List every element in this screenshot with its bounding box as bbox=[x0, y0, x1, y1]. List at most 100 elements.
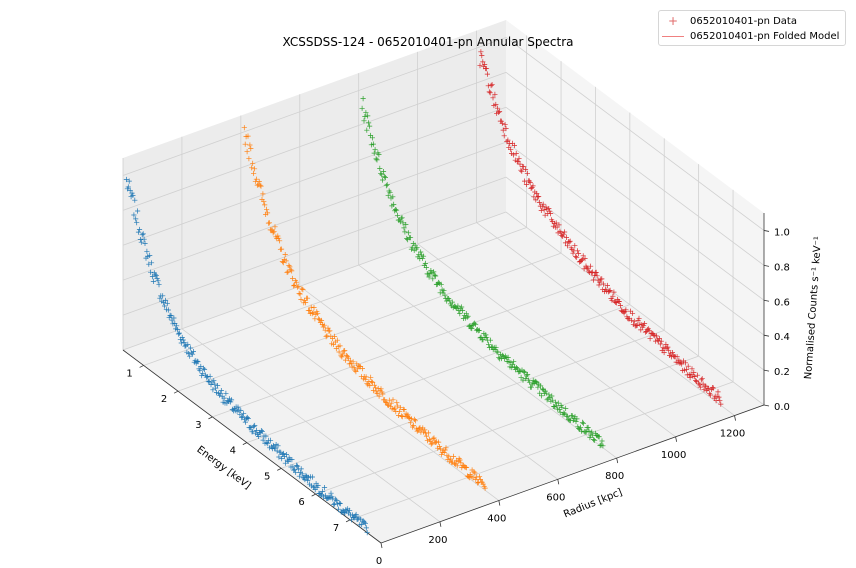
data-point bbox=[353, 511, 359, 518]
data-point bbox=[482, 485, 488, 491]
data-point bbox=[587, 435, 593, 441]
data-point bbox=[535, 194, 541, 200]
data-point bbox=[420, 253, 427, 259]
data-point bbox=[482, 61, 488, 67]
data-point bbox=[488, 82, 494, 89]
data-point bbox=[378, 386, 384, 392]
data-point bbox=[293, 279, 299, 285]
z-tick-mark bbox=[763, 404, 770, 407]
data-point bbox=[580, 420, 586, 426]
data-point bbox=[696, 382, 702, 388]
data-point bbox=[570, 250, 576, 256]
data-point bbox=[382, 397, 388, 403]
radius-tick-mark bbox=[498, 500, 501, 506]
data-point bbox=[511, 359, 517, 365]
data-point bbox=[479, 53, 485, 59]
data-point bbox=[609, 297, 615, 303]
data-point bbox=[534, 190, 540, 197]
data-point bbox=[523, 376, 529, 382]
data-point bbox=[397, 219, 403, 225]
data-point bbox=[167, 312, 173, 318]
data-point bbox=[364, 530, 370, 536]
data-point bbox=[157, 295, 163, 301]
data-point bbox=[493, 101, 499, 108]
data-point bbox=[517, 161, 523, 167]
data-point bbox=[521, 369, 527, 375]
data-point bbox=[337, 501, 343, 507]
data-point bbox=[592, 437, 598, 443]
data-point bbox=[565, 413, 571, 419]
data-point bbox=[663, 341, 669, 347]
data-point bbox=[553, 220, 559, 226]
data-point bbox=[533, 379, 539, 385]
data-point bbox=[546, 206, 552, 212]
data-point bbox=[315, 310, 321, 316]
axes-panes bbox=[123, 20, 764, 543]
x-axis-label: Energy [keV] bbox=[194, 444, 252, 492]
data-point bbox=[185, 341, 191, 347]
data-point bbox=[617, 303, 623, 309]
radius-tick-label: 400 bbox=[487, 514, 506, 525]
data-point bbox=[477, 63, 483, 69]
data-point bbox=[538, 207, 544, 213]
data-point bbox=[693, 378, 699, 384]
data-point bbox=[463, 464, 469, 470]
data-point bbox=[472, 320, 478, 326]
data-point bbox=[556, 222, 562, 228]
data-point bbox=[562, 240, 569, 246]
series-group bbox=[241, 125, 488, 491]
data-point bbox=[546, 392, 552, 398]
grid-line-radius-floor bbox=[417, 243, 676, 438]
grid-line-radius-floor bbox=[240, 307, 500, 501]
data-point bbox=[596, 282, 602, 288]
data-point bbox=[651, 332, 657, 338]
data-point bbox=[410, 422, 417, 428]
data-point bbox=[599, 276, 605, 282]
data-point bbox=[459, 307, 466, 313]
data-point bbox=[320, 488, 326, 494]
z-tick-mark bbox=[763, 264, 770, 267]
data-point bbox=[176, 330, 182, 336]
data-point bbox=[588, 263, 594, 269]
data-point bbox=[472, 470, 478, 476]
data-point bbox=[373, 156, 379, 162]
data-point bbox=[574, 416, 580, 422]
radius-tick-label: 800 bbox=[605, 471, 624, 482]
data-point bbox=[542, 388, 548, 394]
data-point bbox=[275, 233, 281, 239]
data-point bbox=[528, 384, 534, 390]
data-point bbox=[363, 110, 369, 116]
back-left-pane bbox=[123, 20, 506, 350]
data-point bbox=[379, 172, 385, 178]
series-group bbox=[359, 96, 606, 449]
axis-edges bbox=[122, 213, 765, 544]
data-point bbox=[204, 374, 210, 380]
data-point bbox=[251, 423, 257, 429]
grid-line-energy-floor bbox=[315, 355, 699, 495]
data-point bbox=[290, 464, 296, 470]
data-point bbox=[217, 390, 223, 396]
data-point bbox=[291, 282, 298, 288]
data-point bbox=[597, 279, 603, 285]
data-point bbox=[697, 384, 703, 390]
grid-line-z-left bbox=[122, 176, 507, 316]
data-point bbox=[283, 452, 289, 458]
data-point bbox=[270, 230, 276, 236]
data-point bbox=[280, 260, 286, 266]
data-point bbox=[228, 397, 235, 403]
data-point bbox=[401, 407, 407, 413]
data-point bbox=[493, 344, 499, 350]
data-point bbox=[349, 512, 355, 518]
y-axis-label: Radius [kpc] bbox=[562, 487, 624, 521]
data-point bbox=[464, 314, 470, 320]
data-point bbox=[465, 313, 471, 319]
data-point bbox=[247, 142, 253, 148]
data-point bbox=[519, 168, 525, 174]
data-point bbox=[500, 127, 506, 133]
data-point bbox=[455, 303, 461, 309]
data-point bbox=[561, 231, 567, 237]
data-point bbox=[324, 333, 330, 339]
grid-line-z-left bbox=[122, 71, 507, 211]
data-point bbox=[550, 397, 556, 403]
data-point bbox=[261, 199, 267, 205]
